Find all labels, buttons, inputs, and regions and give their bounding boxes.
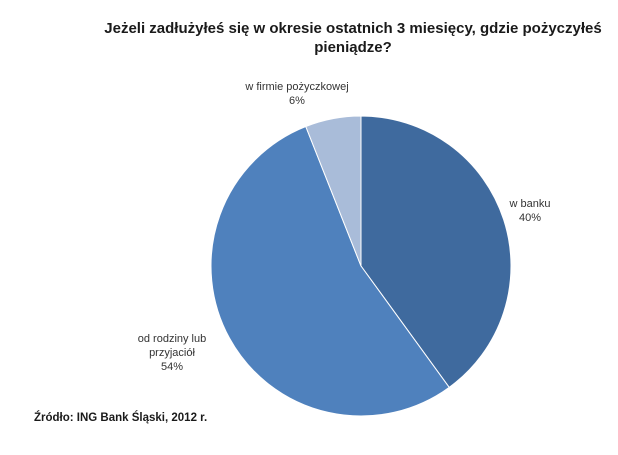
- chart-title-line-1: Jeżeli zadłużyłeś się w okresie ostatnic…: [104, 20, 601, 37]
- chart-title-line-2: pieniądze?: [314, 39, 392, 56]
- source-note: Źródło: ING Bank Śląski, 2012 r.: [34, 412, 208, 424]
- pie-slice-0: [360, 115, 512, 389]
- slice-name-label-1: od rodziny lub: [138, 333, 207, 345]
- pie-slices: [210, 115, 512, 417]
- slice-name-label-0: w banku: [509, 198, 551, 210]
- pie-slice-2: [305, 115, 362, 267]
- slice-name-label-2: w firmie pożyczkowej: [244, 81, 348, 93]
- slice-name-label-1: przyjaciół: [149, 347, 195, 359]
- slice-value-label-1: 54%: [161, 361, 183, 373]
- pie-slice-1: [210, 125, 450, 417]
- slice-value-label-2: 6%: [289, 95, 305, 107]
- pie-labels: w banku 40% od rodziny lub przyjaciół 54% w f…: [138, 81, 551, 373]
- slice-value-label-0: 40%: [519, 212, 541, 224]
